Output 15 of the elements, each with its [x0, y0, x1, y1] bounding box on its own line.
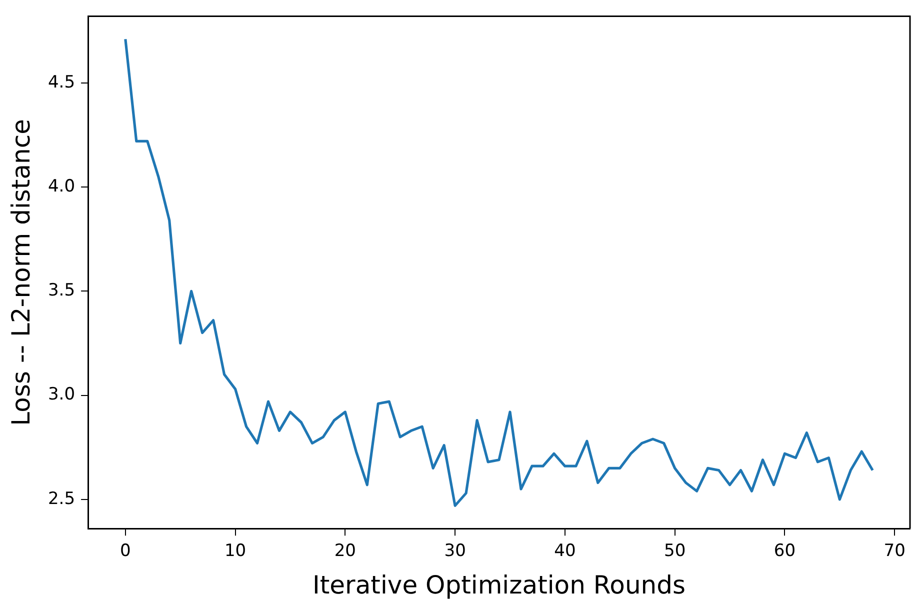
y-axis-title: Loss -- L2-norm distance — [6, 118, 36, 426]
x-axis-title: Iterative Optimization Rounds — [312, 570, 686, 600]
y-tick-label: 4.5 — [48, 72, 76, 92]
x-tick-label: 70 — [884, 541, 906, 562]
x-tick-label: 50 — [664, 541, 686, 562]
y-tick-label: 4.0 — [48, 176, 76, 196]
x-tick-label: 10 — [224, 541, 246, 562]
y-tick-label: 3.0 — [48, 384, 76, 405]
x-tick-label: 0 — [120, 541, 131, 562]
x-tick-label: 40 — [554, 541, 576, 562]
x-tick-label: 30 — [444, 541, 466, 562]
x-tick-label: 60 — [774, 541, 796, 562]
y-tick-label: 3.5 — [48, 280, 76, 301]
y-tick-label: 2.5 — [48, 488, 76, 509]
x-tick-label: 20 — [334, 541, 356, 562]
